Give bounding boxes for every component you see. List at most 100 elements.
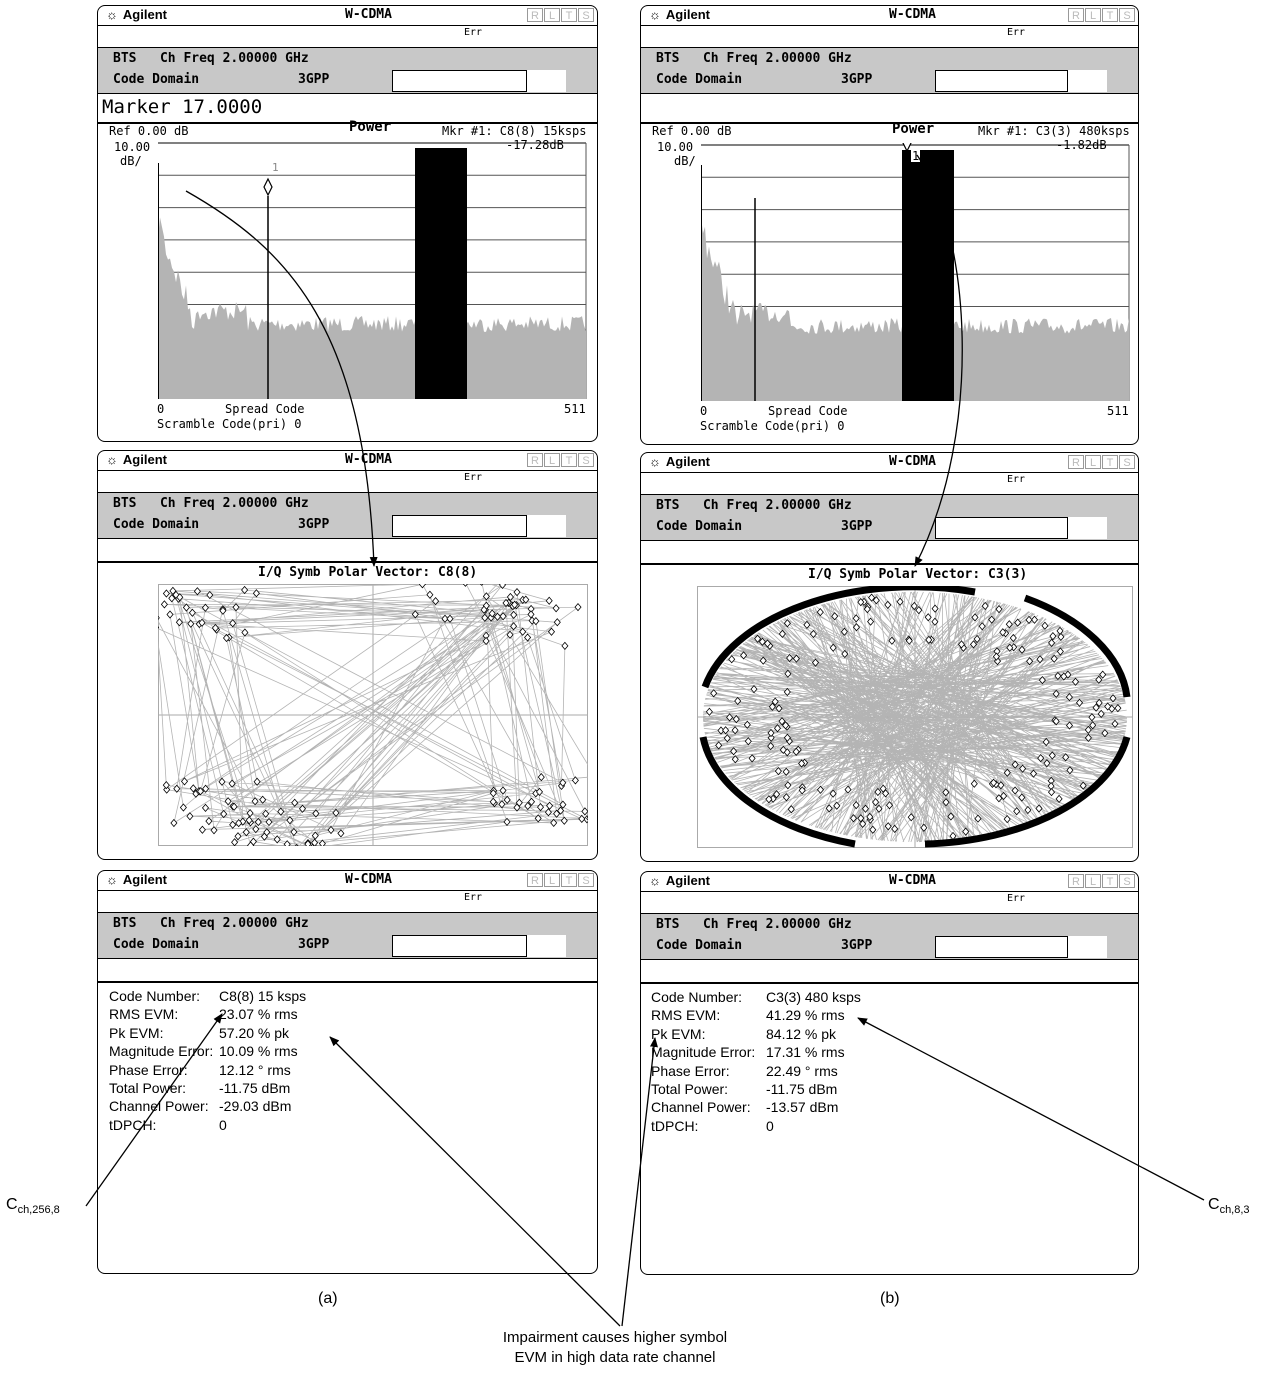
symbol-diamond bbox=[783, 619, 791, 628]
symbol-diamond bbox=[759, 656, 767, 665]
symbol-diamond bbox=[510, 610, 518, 620]
symbol-diamond bbox=[259, 795, 267, 804]
arrow-marker-to-iq-a bbox=[185, 190, 378, 567]
symbol-diamond bbox=[158, 615, 160, 621]
metric-row: Total Power: -11.75 dBm bbox=[651, 1080, 951, 1098]
symbol-diamond bbox=[942, 788, 950, 797]
symbol-diamond bbox=[829, 643, 837, 652]
mode-label: W-CDMA bbox=[889, 873, 936, 888]
symbol-diamond bbox=[722, 726, 730, 735]
scramble-code: Scramble Code(pri) 0 bbox=[157, 417, 302, 431]
symbol-diamond bbox=[310, 843, 315, 846]
symbol-diamond bbox=[252, 824, 260, 834]
ref-level: Ref 0.00 dB bbox=[109, 124, 189, 138]
symbol-diamond bbox=[160, 600, 168, 609]
symbol-diamond bbox=[571, 776, 579, 785]
symbol-diamond bbox=[1036, 655, 1044, 664]
symbol-diamond bbox=[498, 584, 507, 590]
constellation-ring bbox=[699, 586, 1131, 848]
symbol-diamond bbox=[1114, 703, 1122, 713]
symbol-diamond bbox=[1109, 694, 1117, 703]
scale-bottom: dB/ bbox=[120, 154, 142, 168]
metric-value: 0 bbox=[766, 1117, 774, 1134]
symbol-diamond bbox=[560, 816, 568, 825]
agilent-logo: ☼ Agilent bbox=[106, 7, 167, 22]
symbol-diamond bbox=[1048, 751, 1056, 760]
symbol-diamond bbox=[246, 808, 254, 818]
symbol-diamond bbox=[992, 652, 1000, 661]
symbol-diamond bbox=[1095, 698, 1103, 708]
symbol-diamond bbox=[1095, 675, 1103, 684]
symbol-diamond bbox=[228, 779, 236, 788]
symbol-diamond bbox=[779, 745, 787, 755]
symbol-diamond bbox=[782, 721, 790, 730]
header-freq: BTS Ch Freq 2.00000 GHz bbox=[113, 916, 309, 931]
symbol-diamond bbox=[291, 798, 299, 807]
symbol-diamond bbox=[962, 827, 970, 836]
symbol-diamond bbox=[482, 592, 490, 601]
metric-value: 22.49 ° rms bbox=[766, 1062, 838, 1079]
symbol-diamond bbox=[229, 820, 237, 829]
scale-bottom: dB/ bbox=[674, 154, 696, 168]
symbol-diamond bbox=[971, 613, 979, 622]
symbol-diamond bbox=[990, 778, 998, 787]
symbol-diamond bbox=[1071, 677, 1080, 686]
indicator-t: T bbox=[561, 873, 577, 887]
metric-row: Pk EVM: 84.12 % pk bbox=[651, 1025, 951, 1043]
symbol-diamond bbox=[537, 772, 545, 782]
symbol-diamond bbox=[524, 633, 532, 642]
rlts-indicators: R L T S bbox=[526, 453, 594, 467]
symbol-diamond bbox=[849, 814, 858, 823]
symbol-diamond bbox=[202, 784, 210, 793]
symbol-diamond bbox=[510, 622, 518, 631]
x-start: 0 bbox=[157, 402, 165, 416]
symbol-diamond bbox=[754, 634, 762, 643]
symbol-diamond bbox=[852, 614, 860, 623]
symbol-diamond bbox=[1088, 713, 1096, 722]
symbol-diamond bbox=[198, 825, 206, 834]
ref-level: Ref 0.00 dB bbox=[652, 124, 732, 138]
symbol-diamond bbox=[499, 612, 507, 621]
metric-label: Channel Power: bbox=[109, 1098, 209, 1115]
symbol-diamond bbox=[511, 600, 519, 609]
mode-label: W-CDMA bbox=[345, 872, 392, 887]
symbol-diamond bbox=[544, 808, 552, 817]
metric-label: Magnitude Error: bbox=[651, 1044, 756, 1061]
symbol-diamond bbox=[550, 818, 558, 828]
symbol-diamond bbox=[786, 653, 794, 663]
symbol-diamond bbox=[728, 655, 736, 664]
plot-title: Power bbox=[892, 121, 935, 137]
symbol-diamond bbox=[189, 784, 197, 793]
symbol-diamond bbox=[1055, 794, 1063, 804]
iq-title: I/Q Symb Polar Vector: C8(8) bbox=[258, 565, 478, 580]
metric-label: RMS EVM: bbox=[651, 1007, 721, 1024]
marker-diamond-icon bbox=[902, 143, 912, 153]
symbol-diamond bbox=[1056, 626, 1064, 636]
symbol-diamond bbox=[488, 609, 496, 618]
rlts-indicators: R L T S bbox=[1067, 455, 1135, 469]
symbol-diamond bbox=[557, 806, 565, 815]
plot-title: Power bbox=[349, 119, 392, 135]
symbol-diamond bbox=[872, 797, 880, 807]
symbol-diamond bbox=[583, 815, 588, 824]
symbol-diamond bbox=[162, 780, 170, 790]
agilent-logo: ☼ Agilent bbox=[649, 873, 710, 888]
symbol-diamond bbox=[1005, 620, 1013, 629]
symbol-diamond bbox=[527, 610, 535, 619]
power-window-b: ☼ Agilent W-CDMA R L T S Err BTS Ch Freq … bbox=[640, 5, 1139, 445]
ring-arc-lower-right bbox=[924, 736, 1131, 848]
header-freq: BTS Ch Freq 2.00000 GHz bbox=[113, 496, 309, 511]
symbol-diamond bbox=[1049, 631, 1057, 641]
symbol-diamond bbox=[778, 629, 786, 639]
err-indicator: Err bbox=[464, 472, 483, 483]
symbol-diamond bbox=[750, 684, 758, 694]
symbol-diamond bbox=[907, 813, 915, 822]
metric-value: 41.29 % rms bbox=[766, 1007, 845, 1024]
symbol-diamond bbox=[574, 602, 582, 612]
symbol-diamond bbox=[553, 809, 561, 818]
metric-row: Phase Error: 12.12 ° rms bbox=[109, 1061, 409, 1079]
symbol-diamond bbox=[218, 777, 226, 786]
channel-label-a: Cch,256,8 bbox=[6, 1196, 60, 1217]
iq-title: I/Q Symb Polar Vector: C3(3) bbox=[808, 567, 1028, 582]
symbol-diamond bbox=[924, 613, 932, 622]
